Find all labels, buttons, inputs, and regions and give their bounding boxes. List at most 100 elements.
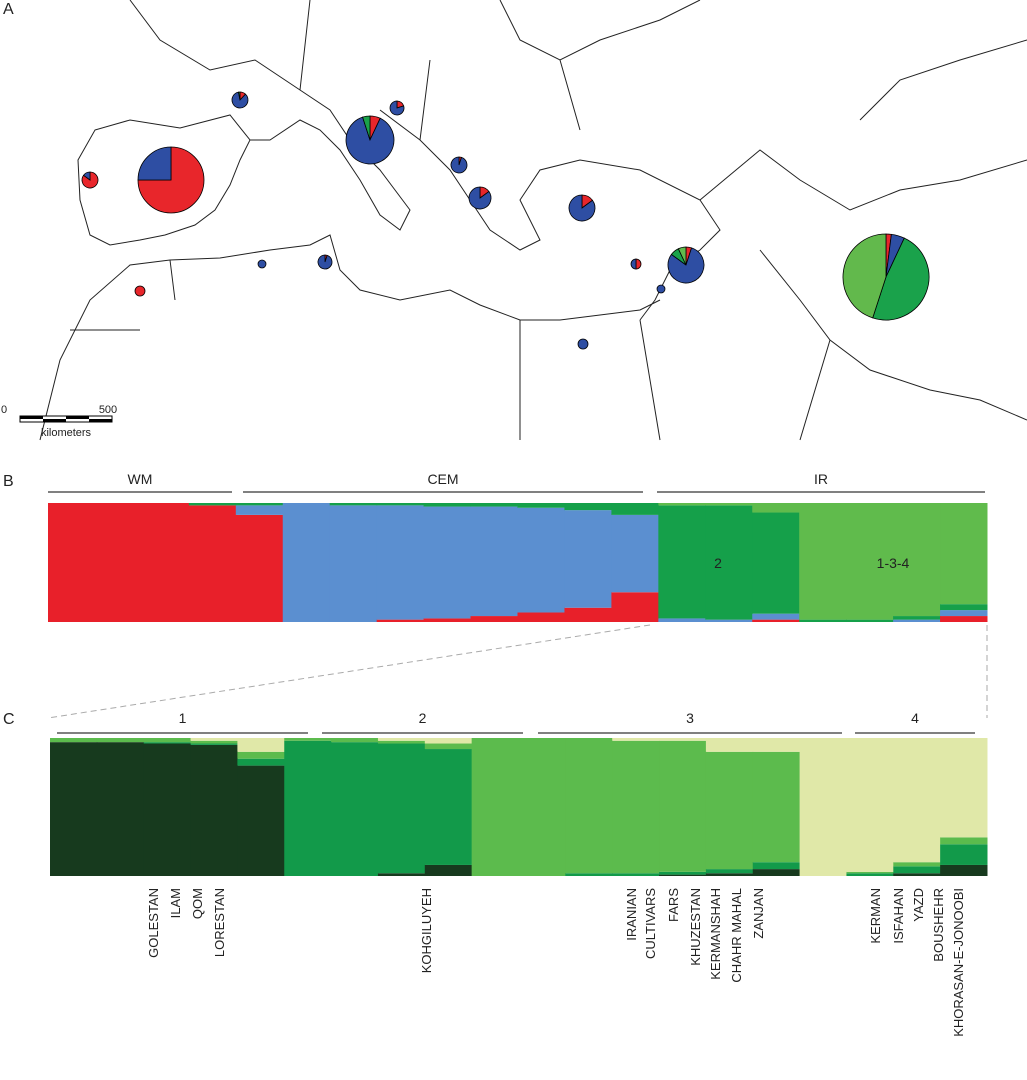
bar-segment <box>846 619 894 622</box>
zoom-line <box>47 624 651 719</box>
pie-slice <box>468 186 492 210</box>
population-label: CULTIVARS <box>643 888 658 959</box>
cluster-label: 1-3-4 <box>877 555 910 571</box>
bar-segment <box>799 738 847 876</box>
bar-segment <box>940 503 988 605</box>
bar-segment <box>752 869 801 876</box>
panel-label: A <box>3 1 14 18</box>
bar-segment <box>190 744 238 876</box>
bar-segment <box>235 514 284 622</box>
coastline <box>129 0 411 231</box>
population-label: ILAM <box>168 888 183 918</box>
bar-segment <box>517 503 565 508</box>
bar-segment <box>376 619 425 622</box>
bar-segment <box>799 503 847 620</box>
bar-segment <box>565 873 613 876</box>
group-label: IR <box>814 471 828 487</box>
group-label: 3 <box>686 710 694 726</box>
bar-segment <box>940 864 988 876</box>
structure-plot-b: WM CEM IR 2 1-3-4 <box>48 471 988 622</box>
pie-slice <box>630 258 637 270</box>
bar-segment <box>188 503 237 506</box>
population-label: KERMAN <box>868 888 883 944</box>
bar-segment <box>518 738 566 876</box>
coastline <box>77 114 251 246</box>
scale-bar-segment <box>43 419 66 422</box>
population-label: GOLESTAN <box>146 888 161 958</box>
bar-segment <box>564 510 612 608</box>
bar-segment <box>377 873 426 876</box>
panel-label: B <box>3 473 14 490</box>
bar-segment <box>376 503 425 506</box>
bar-segment <box>752 512 800 614</box>
cluster-label: 2 <box>714 555 722 571</box>
population-label: KHORASAN-E-JONOOBI <box>951 888 966 1037</box>
scale-unit: kilometers <box>41 427 92 439</box>
bar-segment <box>799 619 847 622</box>
population-label: KERMANSHAH <box>708 888 723 980</box>
bar-segment <box>329 505 378 622</box>
bar-segment <box>143 743 192 876</box>
bar-segment <box>96 738 145 743</box>
bar-segment <box>235 503 284 506</box>
bar-segment <box>377 743 426 874</box>
bar-segment <box>377 738 426 741</box>
group-label: WM <box>128 471 153 487</box>
bar-segment <box>96 742 145 876</box>
bar-segment <box>612 740 660 874</box>
pie-slice <box>82 171 91 181</box>
bar-segment <box>517 507 565 613</box>
bar-segment <box>846 873 894 876</box>
bar-segment <box>423 506 472 619</box>
bar-segment <box>235 505 284 515</box>
bar-segment <box>564 503 612 511</box>
bar-segment <box>237 765 285 876</box>
bar-segment <box>705 503 753 506</box>
bar-segment <box>846 503 894 620</box>
pie-slice <box>317 254 333 270</box>
bar-segment <box>94 503 143 622</box>
bar-segment <box>705 873 754 876</box>
coastline <box>39 234 661 441</box>
bar-segment <box>940 844 988 865</box>
bar-segment <box>143 742 192 744</box>
population-label: CHAHR MAHAL <box>729 888 744 983</box>
population-label: LORESTAN <box>212 888 227 957</box>
bar-segment <box>190 743 238 745</box>
pie-slice <box>238 91 241 101</box>
bar-segment <box>893 862 941 867</box>
bar-segment <box>752 613 800 620</box>
bar-segment <box>376 505 425 620</box>
bar-segment <box>190 738 238 741</box>
scale-bar: 0 500 kilometers <box>1 404 117 439</box>
bar-segment <box>565 738 613 874</box>
bar-segment <box>940 610 988 617</box>
pie-slice <box>872 237 930 321</box>
population-label: YAZD <box>911 888 926 922</box>
bar-segment <box>752 738 801 752</box>
bar-segment <box>705 619 753 622</box>
population-label: QOM <box>190 888 205 919</box>
bar-segment <box>50 742 98 876</box>
coastline <box>499 0 1027 421</box>
scale-end: 500 <box>99 404 117 416</box>
group-label: 4 <box>911 710 919 726</box>
pie-slice <box>362 115 371 141</box>
bar-segment <box>752 503 800 513</box>
bar-segment <box>237 758 285 766</box>
pie-slice <box>568 194 596 222</box>
bar-segment <box>893 619 941 622</box>
population-label: BOUSHEHR <box>931 888 946 962</box>
bar-segment <box>940 837 988 845</box>
bar-segment <box>612 738 660 741</box>
group-label: 1 <box>179 710 187 726</box>
bar-segment <box>893 866 941 874</box>
map: 0 500 kilometers <box>1 0 1027 441</box>
bar-segment <box>329 503 378 506</box>
pie-slice <box>842 233 887 319</box>
bar-segment <box>752 619 800 622</box>
bar-segment <box>705 738 754 752</box>
scale-start: 0 <box>1 404 7 416</box>
bar-segment <box>940 616 988 622</box>
